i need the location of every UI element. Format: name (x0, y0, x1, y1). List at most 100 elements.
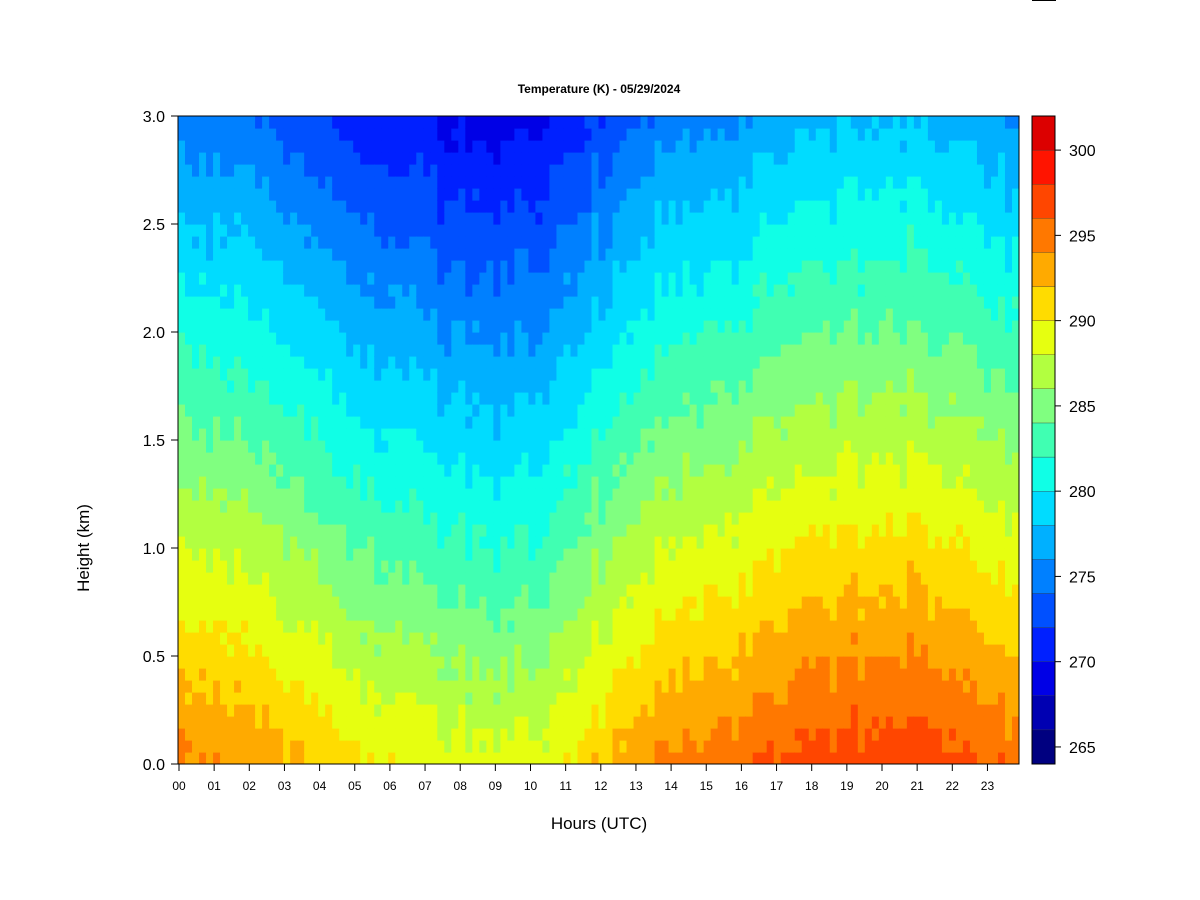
heatmap-cell (220, 164, 228, 177)
heatmap-cell (605, 116, 614, 129)
heatmap-cell (808, 140, 817, 153)
heatmap-cell (542, 620, 551, 633)
heatmap-cell (227, 680, 235, 693)
heatmap-cell (759, 200, 768, 213)
heatmap-cell (605, 608, 614, 621)
heatmap-cell (815, 740, 824, 753)
heatmap-cell (598, 584, 607, 597)
heatmap-cell (640, 668, 649, 681)
heatmap-cell (241, 164, 249, 177)
heatmap-cell (661, 236, 670, 249)
heatmap-cell (654, 584, 663, 597)
heatmap-cell (647, 380, 656, 393)
heatmap-cell (710, 668, 719, 681)
heatmap-cell (290, 524, 298, 537)
heatmap-cell (297, 152, 305, 165)
heatmap-cell (486, 464, 494, 477)
heatmap-cell (493, 416, 501, 429)
heatmap-cell (297, 200, 305, 213)
heatmap-cell (710, 392, 719, 405)
heatmap-cell (206, 620, 214, 633)
heatmap-cell (283, 236, 291, 249)
heatmap-cell (276, 680, 284, 693)
heatmap-cell (528, 224, 537, 237)
heatmap-cell (472, 416, 480, 429)
heatmap-cell (381, 140, 389, 153)
heatmap-cell (255, 476, 263, 489)
heatmap-cell (430, 548, 438, 561)
heatmap-cell (626, 548, 635, 561)
heatmap-cell (430, 296, 438, 309)
heatmap-cell (353, 596, 361, 609)
heatmap-cell (556, 320, 565, 333)
heatmap-cell (192, 644, 200, 657)
heatmap-cell (724, 740, 733, 753)
heatmap-cell (332, 308, 340, 321)
heatmap-cell (346, 272, 354, 285)
heatmap-cell (773, 728, 782, 741)
heatmap-cell (486, 584, 494, 597)
heatmap-cell (794, 212, 803, 225)
heatmap-cell (675, 620, 684, 633)
heatmap-cell (227, 116, 235, 129)
heatmap-cell (493, 572, 501, 585)
heatmap-cell (276, 560, 284, 573)
heatmap-cell (815, 440, 824, 453)
heatmap-cell (297, 116, 305, 129)
heatmap-cell (458, 176, 466, 189)
heatmap-cell (598, 308, 607, 321)
heatmap-cell (318, 356, 326, 369)
heatmap-cell (367, 200, 375, 213)
heatmap-cell (815, 212, 824, 225)
heatmap-cell (297, 392, 305, 405)
heatmap-cell (745, 344, 754, 357)
heatmap-cell (318, 224, 326, 237)
heatmap-cell (605, 260, 614, 273)
heatmap-cell (234, 380, 242, 393)
heatmap-cell (766, 320, 775, 333)
heatmap-cell (374, 200, 382, 213)
heatmap-cell (535, 404, 544, 417)
heatmap-cell (661, 656, 670, 669)
heatmap-cell (654, 716, 663, 729)
heatmap-cell (311, 440, 319, 453)
heatmap-cell (500, 668, 508, 681)
heatmap-cell (675, 476, 684, 489)
heatmap-cell (178, 176, 186, 189)
heatmap-cell (535, 716, 544, 729)
heatmap-cell (472, 656, 480, 669)
heatmap-cell (717, 284, 726, 297)
heatmap-cell (234, 212, 242, 225)
heatmap-cell (206, 668, 214, 681)
heatmap-cell (724, 536, 733, 549)
heatmap-cell (325, 728, 333, 741)
heatmap-cell (381, 368, 389, 381)
heatmap-cell (304, 176, 312, 189)
heatmap-cell (409, 212, 417, 225)
heatmap-cell (808, 260, 817, 273)
heatmap-cell (185, 608, 193, 621)
heatmap-cell (654, 560, 663, 573)
heatmap-cell (199, 452, 207, 465)
heatmap-cell (192, 500, 200, 513)
heatmap-cell (626, 224, 635, 237)
heatmap-cell (353, 632, 361, 645)
heatmap-cell (689, 596, 698, 609)
heatmap-cell (577, 272, 586, 285)
heatmap-cell (388, 116, 396, 129)
heatmap-cell (199, 644, 207, 657)
heatmap-cell (346, 512, 354, 525)
heatmap-cell (794, 344, 803, 357)
heatmap-cell (374, 620, 382, 633)
heatmap-cell (598, 212, 607, 225)
heatmap-cell (423, 248, 431, 261)
heatmap-cell (507, 560, 515, 573)
heatmap-cell (794, 128, 803, 141)
heatmap-cell (255, 632, 263, 645)
heatmap-cell (787, 476, 796, 489)
heatmap-cell (430, 152, 438, 165)
heatmap-cell (780, 296, 789, 309)
heatmap-cell (577, 752, 586, 764)
heatmap-cell (794, 224, 803, 237)
heatmap-cell (570, 380, 579, 393)
